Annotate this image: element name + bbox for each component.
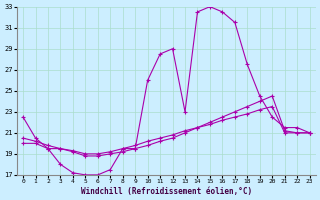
X-axis label: Windchill (Refroidissement éolien,°C): Windchill (Refroidissement éolien,°C) bbox=[81, 187, 252, 196]
